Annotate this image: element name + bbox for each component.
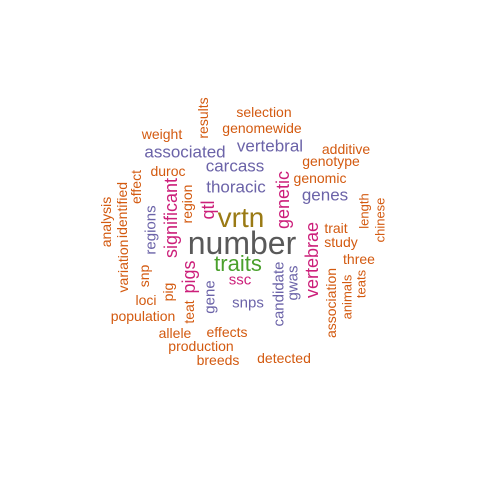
word-population: population: [110, 308, 176, 324]
word-pigs: pigs: [179, 260, 199, 294]
word-region: region: [179, 184, 195, 224]
word-three: three: [343, 251, 375, 267]
word-vertebrae: vertebrae: [302, 221, 322, 299]
word-traits: traits: [214, 251, 262, 276]
word-significant: significant: [161, 177, 181, 259]
word-effect: effect: [128, 170, 144, 204]
word-thoracic: thoracic: [206, 177, 266, 197]
word-genomewide: genomewide: [222, 120, 302, 136]
word-detected: detected: [257, 350, 311, 366]
word-additive: additive: [321, 141, 371, 157]
word-teats: teats: [353, 269, 369, 299]
word-loci: loci: [135, 292, 157, 308]
word-weight: weight: [141, 126, 183, 142]
word-animals: animals: [339, 274, 355, 320]
word-snp: snp: [136, 264, 152, 288]
word-length: length: [356, 193, 372, 229]
word-selection: selection: [236, 104, 292, 120]
word-regions: regions: [142, 205, 160, 255]
word-pig: pig: [160, 282, 176, 302]
word-analysis: analysis: [98, 196, 114, 248]
word-associated: associated: [144, 142, 226, 162]
word-study: study: [324, 234, 358, 250]
word-genetic: genetic: [273, 170, 293, 230]
word-variation: variation: [115, 239, 131, 293]
word-identified: identified: [114, 181, 130, 239]
word-ssc: ssc: [228, 271, 252, 289]
word-allele: allele: [158, 325, 192, 341]
word-chinese: chinese: [372, 197, 388, 243]
word-vertebral: vertebral: [236, 136, 304, 156]
word-effects: effects: [206, 324, 248, 340]
word-production: production: [168, 338, 234, 354]
word-snps: snps: [232, 294, 264, 312]
word-genotype: genotype: [302, 153, 360, 169]
word-number: number: [187, 225, 297, 261]
word-trait: trait: [324, 220, 348, 236]
word-gwas: gwas: [284, 265, 302, 301]
word-teat: teat: [181, 300, 197, 324]
word-results: results: [195, 97, 211, 139]
word-qtl: qtl: [198, 200, 218, 220]
word-gene: gene: [201, 280, 219, 314]
word-duroc: duroc: [150, 163, 186, 179]
word-vrtn: vrtn: [217, 202, 265, 233]
word-association: association: [323, 267, 339, 339]
word-genes: genes: [301, 185, 349, 205]
word-genomic: genomic: [293, 170, 347, 186]
word-breeds: breeds: [196, 352, 240, 368]
word-carcass: carcass: [205, 156, 265, 176]
